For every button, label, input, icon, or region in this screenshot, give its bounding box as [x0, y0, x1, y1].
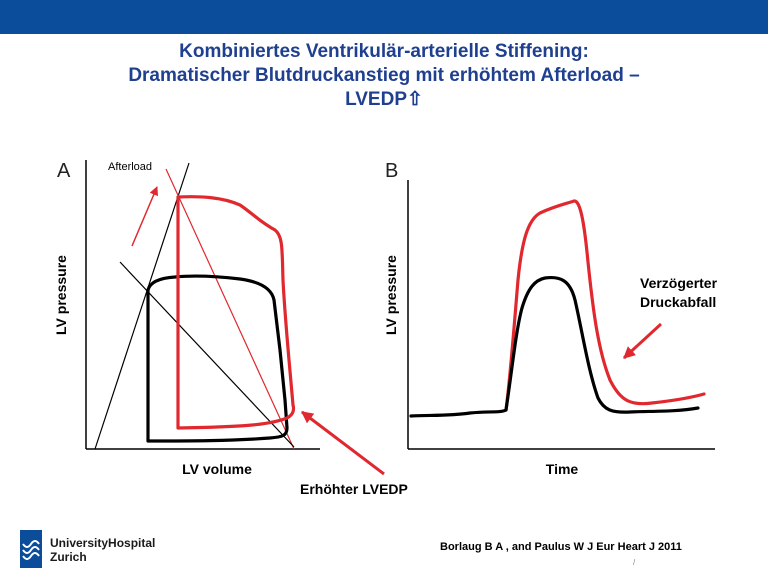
- panel-b-x-label: Time: [546, 461, 579, 477]
- delayed-drop-arrow: [622, 322, 663, 360]
- afterload-label: Afterload: [108, 161, 152, 173]
- hospital-logo-icon: [20, 530, 42, 568]
- panel-a-x-label: LV volume: [182, 461, 252, 477]
- title-line-2: Dramatischer Blutdruckanstieg mit erhöht…: [128, 65, 640, 86]
- top-bar: [0, 0, 768, 34]
- afterload-arrow: [131, 186, 158, 247]
- panel-b: B LV pressure Time Verzögerter Druckabfa…: [383, 160, 718, 477]
- pressure-curve-normal: [409, 275, 700, 418]
- hospital-name-line-2: Zurich: [50, 550, 87, 564]
- panel-a-letter: A: [57, 160, 71, 182]
- espvr-line-stiff: [165, 168, 295, 450]
- pv-loop-stiff: [176, 195, 296, 430]
- title-line-3: LVEDP⇧: [345, 89, 423, 110]
- hospital-name: UniversityHospital Zurich: [50, 536, 155, 564]
- panel-a: A Afterload LV pressure LV volume: [53, 160, 320, 477]
- pv-loop-normal: [146, 274, 289, 443]
- lvedp-label: Erhöhter LVEDP: [300, 481, 408, 497]
- page-number: /: [633, 558, 636, 567]
- panel-a-y-label: LV pressure: [53, 255, 69, 335]
- panel-b-y-label: LV pressure: [383, 255, 399, 335]
- delayed-drop-label-1: Verzögerter: [640, 275, 718, 291]
- slide-title: Kombiniertes Ventrikulär-arterielle Stif…: [60, 40, 708, 112]
- pressure-curve-stiff: [504, 199, 706, 412]
- panel-b-letter: B: [385, 160, 398, 182]
- hospital-logo: UniversityHospital Zurich: [20, 530, 180, 568]
- espvr-line-normal: [94, 162, 190, 450]
- citation: Borlaug B A , and Paulus W J Eur Heart J…: [440, 541, 682, 553]
- lvedp-arrow: [301, 410, 385, 476]
- hospital-name-line-1: UniversityHospital: [50, 536, 156, 550]
- title-line-1: Kombiniertes Ventrikulär-arterielle Stif…: [179, 41, 589, 62]
- delayed-drop-label-2: Druckabfall: [640, 294, 716, 310]
